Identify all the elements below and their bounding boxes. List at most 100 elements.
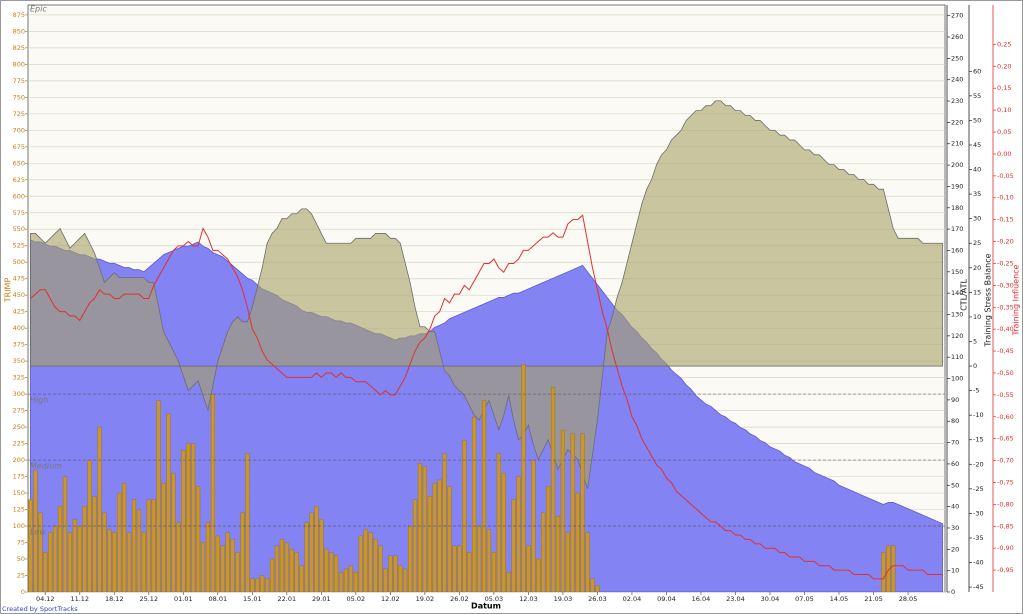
bar [595,585,600,592]
x-tick-label: 22.01 [278,595,297,603]
bar [230,539,235,592]
y-tick-label: 600 [13,192,25,200]
bar [363,529,368,592]
y4-tick-label: 0,25 [997,40,1011,48]
x-tick-label: 19.03 [554,595,573,603]
bar [161,482,166,592]
bar [408,525,413,592]
bar [314,506,319,592]
y-tick-label: 150 [13,489,25,497]
y3-tick-label: 30 [973,215,981,223]
x-tick-label: 12.03 [519,595,538,603]
y2-tick-label: 190 [951,182,963,190]
bar [393,555,398,592]
bar [338,572,344,592]
bar [506,572,511,592]
plot [28,100,945,592]
y-tick-label: 125 [13,506,25,514]
y2-tick-label: 150 [951,268,963,276]
y-tick-label: 700 [13,126,25,134]
x-tick-label: 28.05 [899,595,918,603]
y4-tick-label: -0,40 [997,325,1014,333]
y-tick-label: 550 [13,225,25,233]
bar [146,499,151,592]
y2-tick-label: 20 [951,545,959,553]
y3-tick-label: 15 [973,288,981,296]
x-tick-label: 01.01 [174,595,193,603]
zone-label: High [30,396,48,405]
y-tick-label: 175 [13,473,25,481]
bar [422,466,427,592]
y2-tick-label: 160 [951,246,963,254]
bar [398,565,403,592]
bar [452,545,457,592]
y-tick-label: 50 [17,555,25,563]
y2-tick-label: 180 [951,204,963,212]
bar [516,476,521,592]
y-tick-label: 850 [13,27,25,35]
y-tick-label: 75 [17,539,25,547]
bar [575,492,580,592]
y4-tick-label: -0,45 [997,347,1014,355]
bar [427,496,432,592]
bar [102,512,107,592]
x-tick-label: 08.01 [209,595,228,603]
y4-tick-label: -0,80 [997,500,1014,508]
y3-tick-label: 35 [973,190,981,198]
y2-tick-label: 140 [951,289,963,297]
y3-tick-label: 45 [973,141,981,149]
x-tick-label: 09.04 [657,595,676,603]
y4-tick-label: -0,95 [997,566,1014,574]
y-tick-label: 725 [13,110,25,118]
y4-tick-label: -0,85 [997,522,1014,530]
bar [319,519,324,592]
bar [467,552,472,592]
y2-tick-label: 0 [951,588,955,596]
y2-tick-label: 40 [951,503,959,511]
x-tick-label: 19.02 [416,595,435,603]
y4-tick-label: -0,55 [997,391,1014,399]
bar [343,568,349,592]
y4-tick-label: 0,10 [997,106,1011,114]
y3-tick-label: 55 [973,92,981,100]
bar [284,542,289,592]
y2-tick-label: 220 [951,118,963,126]
y-tick-label: 750 [13,93,25,101]
y4-tick-label: 0,00 [997,150,1011,158]
bar [383,568,388,592]
y2-tick-label: 130 [951,311,963,319]
bar [166,413,171,592]
y-axis-title: TRIMP [4,278,13,304]
y3-tick-label: -25 [973,485,984,493]
zone-label: Epic [30,5,47,14]
bar [196,486,201,592]
y3-tick-label: -45 [973,583,984,591]
bar [62,476,68,592]
y3-tick-label: 5 [973,337,977,345]
y3-tick-label: -30 [973,509,984,517]
x-tick-label: 04.12 [36,595,55,603]
bar [48,532,53,592]
y-tick-label: 475 [13,275,25,283]
y-tick-label: 0 [21,588,25,596]
bar [348,565,353,592]
x-tick-label: 30.04 [761,595,780,603]
bar [526,545,531,592]
bar [334,555,339,592]
y-tick-label: 100 [13,522,25,530]
bar [565,532,570,592]
bar [481,400,487,592]
y2-axis-title: CTL/ATL [960,279,969,311]
y2-tick-label: 120 [951,332,963,340]
bar [77,525,82,592]
y3-tick-label: 20 [973,264,981,272]
x-tick-label: 11.12 [70,595,89,603]
y4-tick-label: -0,25 [997,259,1014,267]
bar [486,529,492,592]
bar [220,545,225,592]
line [30,214,943,580]
zone-label: Low [30,528,46,537]
bar [457,545,462,592]
bar [324,548,329,592]
bar [151,499,156,592]
